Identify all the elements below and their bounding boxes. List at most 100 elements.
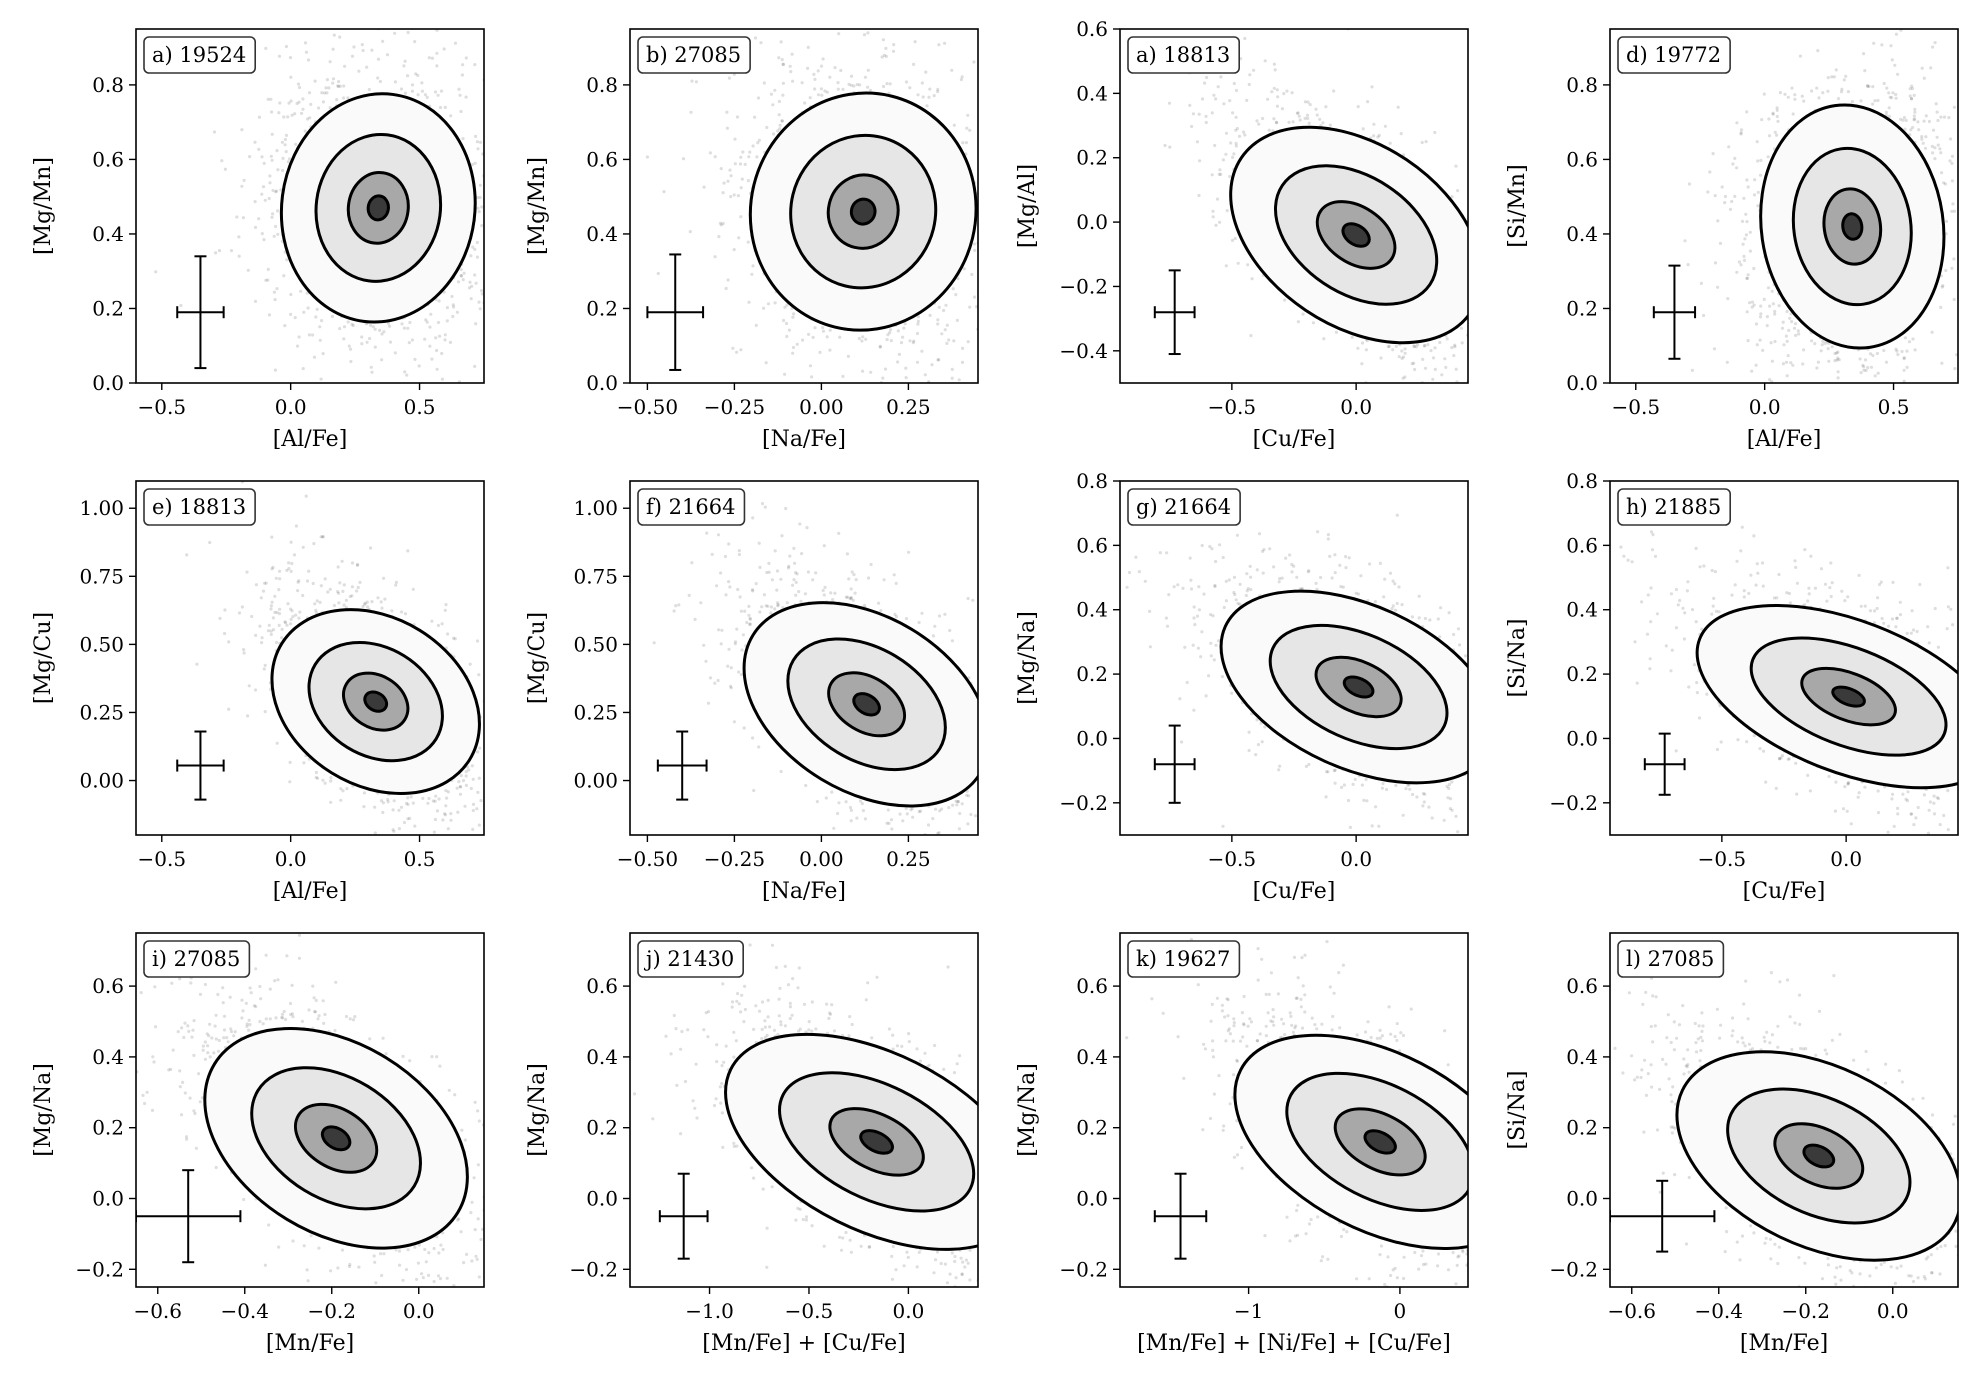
scatter-point (470, 284, 474, 288)
scatter-point (1871, 102, 1875, 106)
scatter-point (443, 462, 446, 465)
scatter-point (891, 21, 894, 24)
scatter-point (406, 30, 410, 35)
scatter-point (320, 319, 324, 323)
scatter-point (299, 289, 303, 293)
scatter-point (806, 66, 810, 70)
scatter-point (777, 99, 782, 104)
scatter-point (269, 97, 273, 101)
scatter-point (1255, 119, 1259, 123)
scatter-point (328, 60, 332, 64)
scatter-point (1737, 260, 1741, 264)
scatter-point (1499, 426, 1502, 429)
scatter-point (769, 92, 774, 96)
scatter-point (1902, 356, 1906, 360)
scatter-point (819, 64, 824, 68)
scatter-point (1386, 345, 1390, 349)
scatter-point (694, 80, 699, 84)
scatter-point (1422, 389, 1425, 392)
scatter-point (342, 337, 346, 341)
scatter-point (1760, 118, 1764, 122)
scatter-point (263, 198, 267, 202)
scatter-point (1013, 282, 1016, 285)
scatter-point (713, 255, 717, 259)
scatter-point (452, 305, 456, 309)
scatter-point (519, 278, 522, 281)
scatter-point (1383, 124, 1387, 128)
scatter-point (878, 344, 883, 348)
scatter-point (943, 328, 947, 332)
error-bar (1153, 269, 1196, 356)
scatter-point (300, 111, 304, 115)
scatter-point (1438, 340, 1442, 345)
scatter-point (1035, 117, 1038, 120)
scatter-point (956, 277, 960, 281)
scatter-point (1503, 423, 1506, 426)
scatter-point (1483, 290, 1486, 293)
scatter-point (1508, 377, 1511, 380)
scatter-point (521, 122, 524, 125)
scatter-point (179, 303, 183, 308)
scatter-point (1903, 127, 1907, 131)
scatter-point (1163, 143, 1167, 148)
scatter-point (313, 79, 317, 83)
scatter-point (1930, 330, 1934, 334)
scatter-point (1711, 152, 1715, 156)
scatter-point (847, 82, 851, 86)
scatter-point (762, 306, 766, 310)
scatter-point (983, 116, 986, 119)
scatter-point (475, 255, 479, 259)
scatter-point (438, 334, 442, 338)
scatter-point (1486, 430, 1489, 433)
scatter-point (435, 367, 439, 371)
scatter-point (1370, 85, 1374, 89)
y-axis-label: [Mg/Al] (1015, 164, 1040, 248)
scatter-point (837, 32, 841, 36)
scatter-point (1267, 128, 1271, 132)
scatter-point (433, 90, 438, 94)
scatter-point (1863, 358, 1868, 362)
scatter-point (1475, 348, 1478, 351)
scatter-point (826, 383, 829, 386)
scatter-point (380, 358, 384, 362)
scatter-point (1417, 389, 1420, 392)
scatter-point (350, 322, 354, 326)
scatter-point (267, 313, 272, 317)
scatter-point (788, 64, 792, 68)
scatter-point (1188, 103, 1192, 107)
scatter-point (393, 80, 397, 84)
scatter-point (1758, 173, 1763, 177)
scatter-point (1243, 133, 1247, 137)
scatter-point (1272, 62, 1276, 66)
scatter-point (1306, 100, 1310, 104)
scatter-point (479, 289, 484, 293)
scatter-point (916, 315, 920, 319)
scatter-point (781, 62, 785, 66)
scatter-point (1789, 361, 1793, 365)
scatter-point (1899, 117, 1903, 121)
scatter-point (1493, 349, 1496, 352)
scatter-point (836, 81, 840, 85)
scatter-point (1454, 164, 1458, 168)
scatter-point (1071, 326, 1074, 329)
scatter-point (928, 87, 932, 91)
scatter-point (981, 289, 984, 292)
scatter-point (1410, 362, 1414, 366)
scatter-point (884, 46, 888, 51)
scatter-point (882, 53, 887, 58)
scatter-point (500, 88, 503, 91)
scatter-point (1400, 349, 1404, 353)
scatter-point (1473, 311, 1476, 314)
scatter-point (264, 278, 268, 282)
scatter-point (868, 88, 873, 92)
scatter-point (883, 367, 888, 371)
scatter-point (416, 73, 420, 77)
scatter-point (406, 74, 410, 78)
scatter-point (1416, 453, 1419, 456)
scatter-point (497, 378, 500, 381)
scatter-point (385, 53, 390, 57)
scatter-point (297, 100, 301, 104)
scatter-point (1755, 343, 1759, 347)
scatter-point (370, 370, 374, 374)
